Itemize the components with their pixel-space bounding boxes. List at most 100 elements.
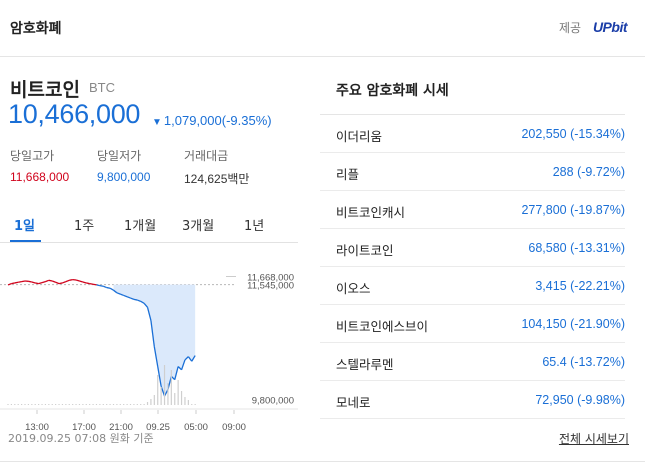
- volume-bar: [126, 404, 128, 405]
- price-line-segment: [11, 282, 15, 285]
- price-line-segment: [92, 283, 97, 286]
- x-tick-label: 17:00: [72, 422, 96, 433]
- market-row[interactable]: 모네로 72,950 (-9.98%): [320, 381, 625, 419]
- price-line-segment: [38, 281, 43, 285]
- market-row[interactable]: 이더리움 202,550 (-15.34%): [320, 115, 625, 153]
- volume-bar: [143, 404, 145, 405]
- volume-bar: [21, 404, 23, 405]
- market-coin-name: 비트코인캐시: [336, 205, 406, 220]
- price-line-segment: [14, 281, 19, 284]
- x-tick-label: 05:00: [184, 422, 208, 433]
- volume-bar: [160, 387, 162, 405]
- volume-bar: [95, 404, 98, 405]
- volume-bar: [10, 404, 13, 405]
- price-line-segment: [130, 297, 135, 301]
- price-line-segment: [18, 280, 22, 283]
- upbit-logo[interactable]: UPbit: [592, 19, 628, 35]
- market-coin-price: 65.4 (-13.72%): [542, 355, 625, 369]
- volume-bar: [27, 404, 30, 405]
- price-line-segment: [157, 366, 162, 387]
- volume-bar: [119, 404, 121, 405]
- provider: 제공 UPbit: [559, 19, 627, 36]
- timestamp-note: 2019.09.25 07:08 원화 기준: [8, 432, 154, 445]
- price-line-segment: [7, 282, 12, 286]
- provider-label: 제공: [559, 21, 582, 35]
- volume-bar: [14, 404, 16, 405]
- volume-bar: [41, 404, 43, 405]
- volume-bar: [174, 393, 176, 405]
- x-tick-label: 09:00: [222, 422, 246, 433]
- price-line-segment: [52, 280, 56, 283]
- tab-1m[interactable]: 1개월: [124, 219, 157, 234]
- price-line-segment: [31, 281, 36, 284]
- price-line-segment: [82, 281, 87, 284]
- volume-bar: [177, 380, 179, 405]
- volume-bar: [58, 404, 60, 405]
- volume-bar: [31, 404, 33, 405]
- market-panel: 주요 암호화폐 시세 이더리움 202,550 (-15.34%) 리플 288 (-…: [320, 57, 645, 466]
- volume-bar: [78, 404, 81, 405]
- volume-bar: [106, 404, 108, 405]
- price-line-segment: [123, 294, 128, 298]
- price-line-segment: [21, 280, 26, 283]
- market-row[interactable]: 비트코인에스브이 104,150 (-21.90%): [320, 305, 625, 343]
- market-coin-price: 68,580 (-13.31%): [528, 241, 625, 255]
- volume-bar: [167, 383, 169, 405]
- coin-panel: 비트코인 BTC 10,466,000 ▼ 1,079,000(-9.35%) 당…: [0, 57, 310, 466]
- price-line-segment: [106, 286, 111, 289]
- price-line-segment: [55, 281, 60, 285]
- price-line-segment: [79, 280, 84, 283]
- stat-low-label: 당일저가: [97, 149, 142, 163]
- price-line-segment: [150, 320, 155, 347]
- volume-bar: [61, 404, 64, 405]
- price-line-segment: [69, 279, 73, 281]
- view-all-link[interactable]: 전체 시세보기: [558, 432, 629, 446]
- volume-bar: [140, 404, 142, 405]
- current-price: 10,466,000: [8, 99, 141, 129]
- price-line-segment: [86, 282, 90, 285]
- tab-1w[interactable]: 1주: [74, 219, 95, 234]
- price-line-segment: [75, 279, 80, 282]
- price-line-segment: [35, 282, 39, 285]
- volume-bar: [92, 404, 94, 405]
- market-row[interactable]: 이오스 3,415 (-22.21%): [320, 267, 625, 305]
- period-tabs: 1일 1주 1개월 3개월 1년: [0, 207, 298, 243]
- volume-bar: [184, 397, 186, 405]
- down-triangle-icon: ▼: [152, 117, 162, 128]
- volume-bar: [153, 395, 155, 405]
- stat-low-value: 9,800,000: [97, 170, 151, 184]
- tab-1y[interactable]: 1년: [244, 219, 265, 234]
- stat-high-label: 당일고가: [10, 149, 55, 163]
- market-row[interactable]: 스텔라루멘 65.4 (-13.72%): [320, 343, 625, 381]
- market-coin-price: 277,800 (-19.87%): [521, 203, 625, 217]
- market-row[interactable]: 리플 288 (-9.72%): [320, 153, 625, 191]
- market-row[interactable]: 라이트코인 68,580 (-13.31%): [320, 229, 625, 267]
- market-coin-name: 이더리움: [336, 129, 383, 144]
- volume-bar: [89, 404, 91, 405]
- price-line-segment: [153, 346, 159, 367]
- volume-bar: [85, 404, 87, 405]
- market-coin-price: 72,950 (-9.98%): [535, 393, 625, 407]
- market-coin-name: 이오스: [336, 281, 371, 296]
- volume-bar: [44, 404, 47, 405]
- volume-bar: [180, 391, 183, 405]
- volume-bar: [150, 399, 152, 405]
- tab-3m[interactable]: 3개월: [182, 219, 215, 234]
- volume-bar: [17, 404, 19, 405]
- price-line-segment: [96, 284, 101, 287]
- market-row[interactable]: 비트코인캐시 277,800 (-19.87%): [320, 191, 625, 229]
- tab-1d[interactable]: 1일: [14, 219, 36, 234]
- stat-high: 당일고가 11,668,000: [10, 147, 69, 184]
- bottom-divider: [0, 461, 645, 462]
- price-line-segment: [140, 300, 145, 304]
- volume-bar: [194, 404, 196, 405]
- volume-bar: [38, 404, 40, 405]
- price-line-segment: [126, 296, 131, 299]
- volume-bar: [123, 404, 125, 405]
- y-tick-label: 11,545,000: [247, 281, 294, 292]
- x-tick-label: 13:00: [25, 422, 49, 433]
- price-change: ▼ 1,079,000(-9.35%): [152, 113, 272, 128]
- price-change-value: 1,079,000(-9.35%): [163, 113, 272, 128]
- price-line-segment: [41, 281, 46, 284]
